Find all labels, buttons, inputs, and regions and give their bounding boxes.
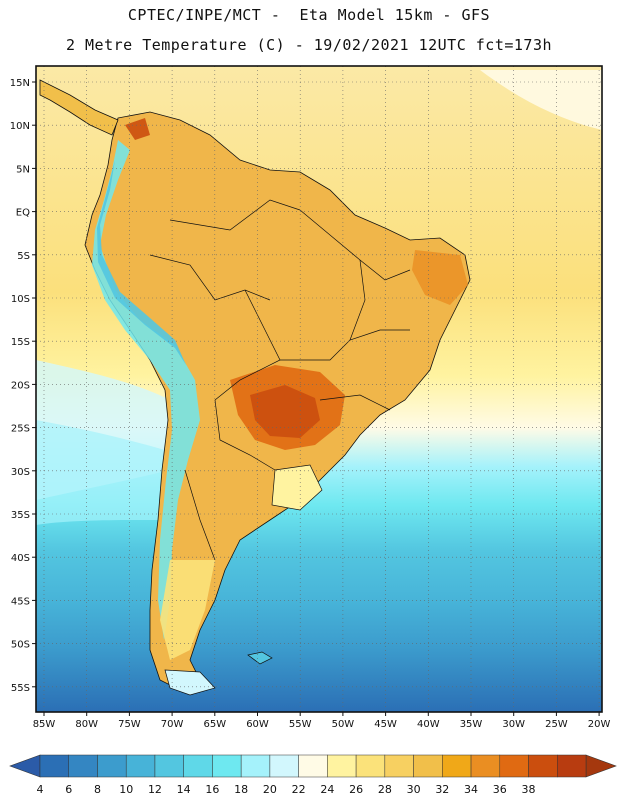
lat-label: 5S: [17, 251, 30, 262]
colorbar-tick-label: 12: [148, 783, 162, 796]
colorbar-swatch: [413, 754, 443, 778]
colorbar-swatch: [442, 754, 472, 778]
lon-label: 85W: [33, 719, 56, 730]
lat-label: 15N: [10, 78, 30, 89]
colorbar-tick-label: 6: [65, 783, 72, 796]
lat-label: 35S: [11, 510, 30, 521]
colorbar-tick-label: 30: [407, 783, 421, 796]
colorbar-tick-label: 36: [493, 783, 507, 796]
colorbar-tick-label: 18: [234, 783, 248, 796]
colorbar-swatch: [240, 754, 271, 778]
colorbar: 4 6 8 10 12 14 16 18 20 22 24 26 28 30 32 34 36 38: [9, 754, 617, 796]
lat-label: 25S: [11, 424, 30, 435]
lon-label: 45W: [374, 719, 397, 730]
colorbar-tick-label: 34: [464, 783, 478, 796]
lat-label: EQ: [16, 208, 30, 219]
lon-label: 50W: [332, 719, 355, 730]
colorbar-swatch: [97, 754, 127, 778]
colorbar-swatch: [355, 754, 386, 778]
colorbar-swatch: [212, 754, 242, 778]
colorbar-swatch: [39, 754, 69, 778]
colorbar-swatch: [557, 754, 587, 778]
colorbar-swatch: [499, 754, 529, 778]
colorbar-tick-label: 16: [205, 783, 219, 796]
lon-label: 55W: [289, 719, 312, 730]
colorbar-swatch: [327, 754, 357, 778]
lon-label: 70W: [161, 719, 184, 730]
lat-label: 20S: [11, 380, 30, 391]
colorbar-tick-label: 10: [119, 783, 133, 796]
lon-label: 20W: [588, 719, 611, 730]
country-borders: [149, 199, 411, 561]
colorbar-swatch: [384, 754, 414, 778]
colorbar-swatch: [528, 754, 558, 778]
colorbar-tick-label: 14: [177, 783, 191, 796]
colorbar-swatch: [154, 754, 184, 778]
colorbar-swatch: [269, 754, 299, 778]
lon-label: 65W: [203, 719, 226, 730]
colorbar-swatch: [68, 754, 98, 778]
colorbar-tick-label: 4: [37, 783, 44, 796]
colorbar-tick-label: 22: [292, 783, 306, 796]
colorbar-swatch: [125, 754, 156, 778]
map-title: CPTEC/INPE/MCT - Eta Model 15km - GFS: [127, 6, 491, 24]
colorbar-tick-label: 38: [522, 783, 536, 796]
colorbar-over-arrow: [585, 754, 617, 778]
colorbar-tick-label: 8: [94, 783, 101, 796]
lat-label: 50S: [11, 640, 30, 651]
lat-label: 15S: [11, 337, 30, 348]
lat-label: 45S: [11, 596, 30, 607]
colorbar-tick-label: 24: [320, 783, 334, 796]
lat-label: 55S: [11, 683, 30, 694]
lat-label: 40S: [11, 553, 30, 564]
lon-label: 40W: [417, 719, 440, 730]
colorbar-swatch: [298, 754, 328, 778]
lat-label: 10N: [10, 121, 30, 132]
andes-cold-strip: [92, 140, 200, 640]
lat-label: 30S: [11, 467, 30, 478]
lon-label: 75W: [118, 719, 141, 730]
lat-label: 10S: [11, 294, 30, 305]
colorbar-under-arrow: [9, 754, 41, 778]
colorbar-swatch: [183, 754, 213, 778]
colorbar-tick-label: 20: [263, 783, 277, 796]
colorbar-tick-label: 26: [349, 783, 363, 796]
map-subtitle: 2 Metre Temperature (C) - 19/02/2021 12U…: [65, 36, 553, 54]
colorbar-tick-label: 28: [378, 783, 392, 796]
lon-label: 25W: [545, 719, 568, 730]
colorbar-tick-label: 32: [435, 783, 449, 796]
colorbar-swatch: [470, 754, 501, 778]
map-frame: [35, 65, 603, 713]
lon-label: 30W: [502, 719, 525, 730]
lon-label: 35W: [460, 719, 483, 730]
lat-label: 5N: [16, 164, 30, 175]
lon-label: 60W: [246, 719, 269, 730]
lon-label: 80W: [75, 719, 98, 730]
